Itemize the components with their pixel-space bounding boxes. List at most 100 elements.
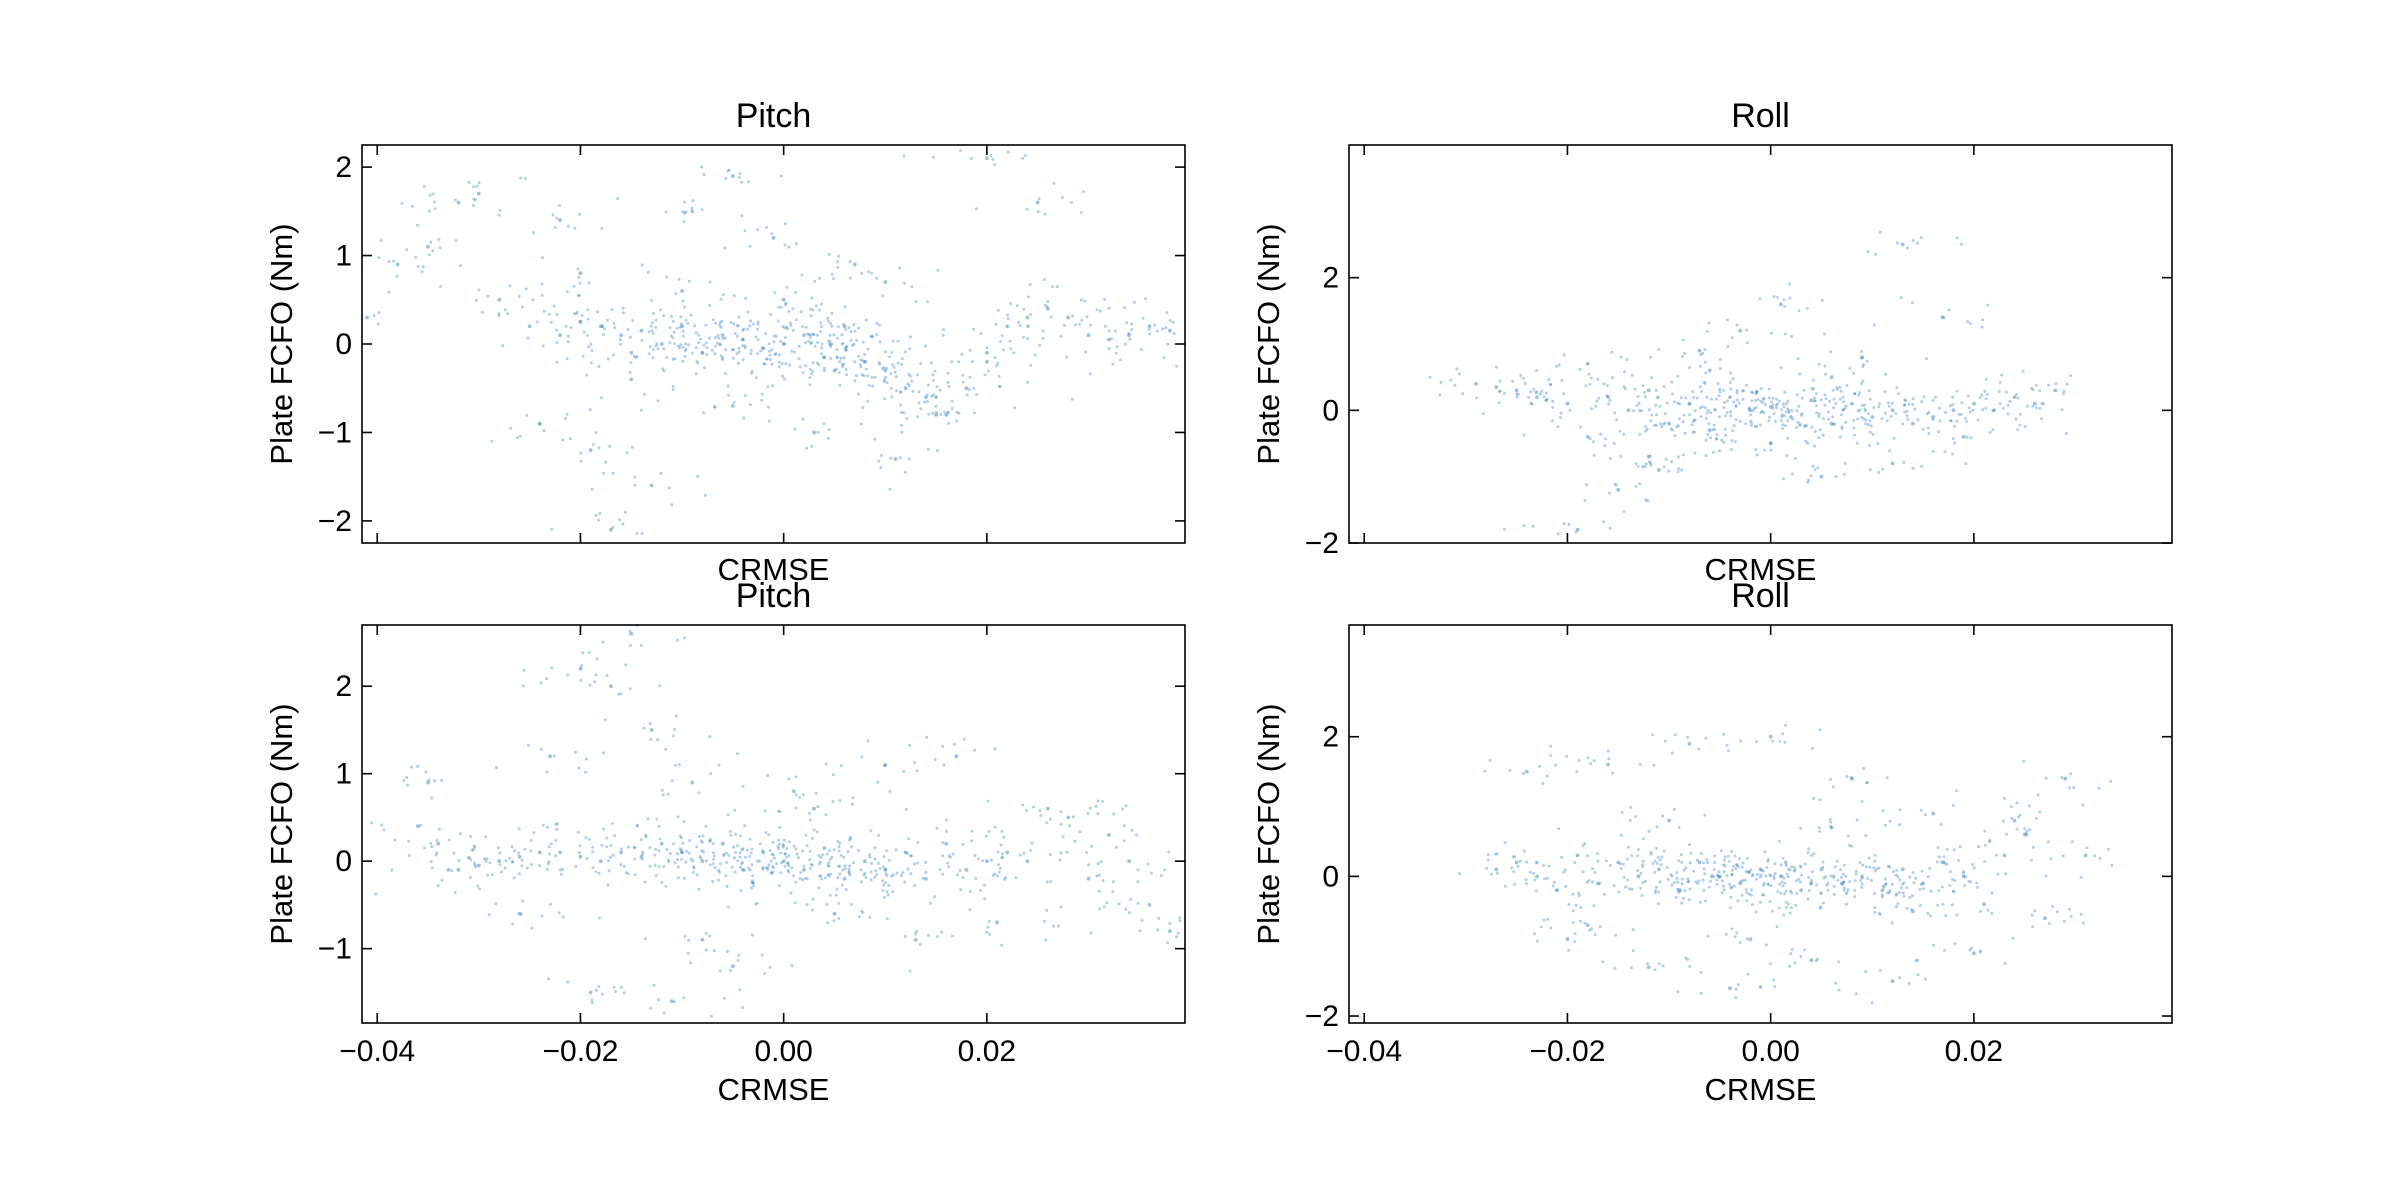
scatter-point [1650,733,1654,737]
scatter-point [1662,385,1666,388]
scatter-point [1630,887,1634,891]
scatter-point [818,276,821,280]
scatter-point [1127,332,1131,335]
scatter-point [504,859,508,863]
scatter-point [2083,853,2088,858]
scatter-point [1606,762,1610,767]
scatter-point [812,333,816,337]
scatter-point [1881,884,1885,888]
scatter-point [679,343,683,347]
scatter-point [958,868,962,872]
scatter-point [1781,856,1785,860]
scatter-point [1717,875,1721,879]
scatter-point [1613,966,1617,970]
scatter-point [946,410,950,414]
scatter-point [597,446,601,450]
scatter-point [935,385,939,389]
scatter-point [419,823,423,827]
scatter-point [1657,867,1661,872]
scatter-point [523,847,527,851]
scatter-point [588,990,593,995]
scatter-point [1003,876,1007,880]
scatter-point [440,878,444,882]
scatter-point [1883,823,1887,827]
scatter-point [621,306,625,310]
scatter-point [1510,866,1514,870]
scatter-point [1783,892,1786,896]
scatter-point [2018,813,2022,817]
scatter-point [1498,389,1502,393]
scatter-point [1111,362,1115,366]
scatter-point [1981,318,1985,322]
scatter-point [891,339,895,343]
scatter-point [1637,401,1641,405]
scatter-point [827,252,831,256]
scatter-point [700,350,705,355]
scatter-point [830,324,834,328]
scatter-point [1588,437,1592,441]
scatter-point [1481,412,1485,416]
scatter-point [1175,935,1179,939]
scatter-point [1890,882,1894,886]
scatter-point [395,262,400,267]
scatter-point [521,899,525,903]
scatter-point [849,330,853,334]
scatter-point [1634,485,1638,488]
scatter-point [519,912,523,916]
scatter-point [1554,763,1558,767]
scatter-point [1704,736,1708,740]
scatter-point [1554,888,1558,892]
scatter-point [1747,871,1751,874]
scatter-point [1863,407,1867,411]
scatter-point [987,369,990,373]
scatter-point [585,857,589,860]
scatter-point [1025,315,1030,320]
scatter-point [790,964,794,968]
scatter-point [668,326,672,330]
scatter-point [1551,405,1555,409]
scatter-point [751,881,755,885]
scatter-point [726,169,730,173]
scatter-point [1968,410,1972,414]
scatter-point [1022,307,1026,311]
scatter-point [733,870,737,874]
scatter-point [1457,372,1461,376]
scatter-point [1729,381,1732,384]
scatter-point [736,324,740,328]
scatter-point [1922,395,1926,399]
scatter-point [1751,409,1755,413]
scatter-point [1086,812,1090,815]
scatter-point [585,373,589,377]
scatter-point [1066,315,1071,320]
scatter-point [1810,870,1814,874]
y-axis-label: Plate FCFO (Nm) [1251,223,1286,464]
scatter-point [985,930,989,934]
scatter-point [1610,376,1614,379]
scatter-point [1679,396,1683,400]
scatter-point [1778,882,1781,886]
scatter-point [913,761,917,764]
scatter-point [719,297,723,301]
scatter-point [840,363,844,366]
scatter-point [702,366,706,370]
scatter-point [1798,422,1802,426]
scatter-point [1931,811,1936,816]
scatter-point [1786,875,1790,879]
scatter-point [600,843,604,847]
scatter-point [895,871,899,875]
scatter-point [1687,401,1692,406]
scatter-point [1000,856,1004,860]
scatter-point [1114,351,1118,355]
scatter-point [1902,460,1906,464]
scatter-point [1750,874,1754,878]
scatter-point [771,864,775,868]
scatter-point [1636,869,1640,873]
scatter-point [908,347,912,351]
scatter-point [950,934,954,938]
scatter-point [1763,403,1767,407]
scatter-point [587,281,591,285]
scatter-point [1050,285,1054,289]
scatter-point [1809,958,1814,963]
scatter-point [1866,877,1870,880]
scatter-point [941,841,945,845]
